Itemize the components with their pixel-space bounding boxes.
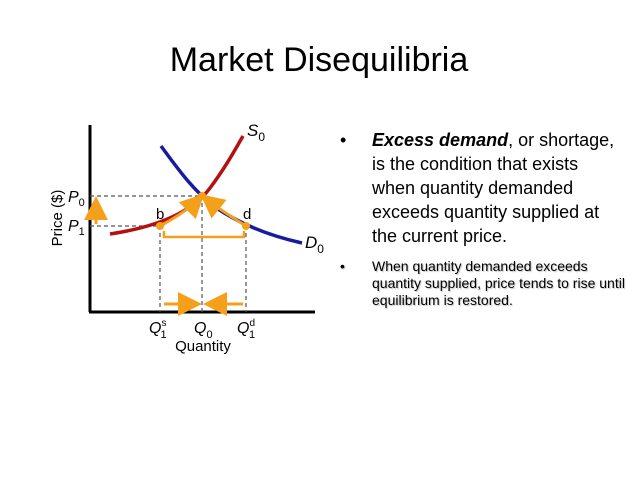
- sub-bullet-marker: •: [340, 258, 345, 274]
- point-b-label: b: [156, 206, 164, 223]
- demand-label: D0: [305, 233, 324, 256]
- qty-q0-label: Q0: [194, 320, 213, 341]
- x-axis-label: Quantity: [175, 338, 231, 355]
- qty-q1s-label: Qs 1: [149, 318, 167, 341]
- bullet-price-adjustment: • When quantity demanded exceeds quantit…: [340, 258, 625, 309]
- qty-q1d-label: Qd 1: [237, 318, 255, 341]
- term-excess-demand: Excess demand: [372, 130, 509, 150]
- supply-movement-arrow: [159, 193, 205, 228]
- demand-movement-arrow: [200, 194, 247, 228]
- definition-text: , or shortage, is the condition that exi…: [372, 130, 615, 246]
- slide-title: Market Disequilibria: [169, 41, 469, 79]
- point-b-marker: [156, 222, 164, 230]
- bullet-marker: •: [340, 130, 347, 150]
- bullet-list: • Excess demand, or shortage, is the con…: [340, 128, 625, 309]
- equilibrium-point: [198, 192, 206, 200]
- bullet-excess-demand: • Excess demand, or shortage, is the con…: [340, 128, 625, 248]
- point-d-label: d: [243, 206, 251, 223]
- demand-curve: [159, 144, 303, 245]
- point-d-marker: [242, 222, 250, 230]
- shortage-bracket: [162, 231, 246, 239]
- price-p0-label: P0: [68, 189, 85, 209]
- price-adjustment-text: When quantity demanded exceeds quantity …: [372, 258, 625, 308]
- supply-label: S0: [247, 121, 265, 144]
- supply-curve: [109, 135, 245, 236]
- y-axis-label: Price ($): [49, 190, 66, 247]
- price-p1-label: P1: [68, 218, 85, 238]
